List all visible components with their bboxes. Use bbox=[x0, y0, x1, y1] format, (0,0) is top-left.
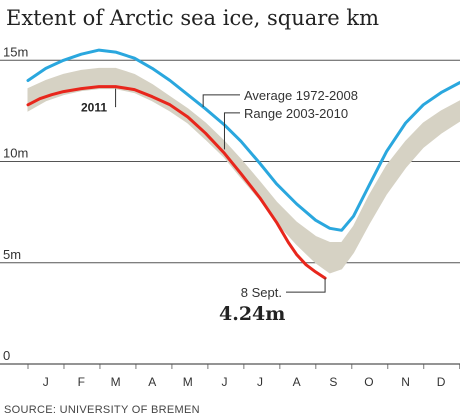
y-tick-labels: 15m 10m 5m 0 bbox=[3, 44, 28, 363]
source-note: SOURCE: UNIVERSITY OF BREMEN bbox=[4, 404, 200, 416]
month-label: F bbox=[78, 375, 85, 389]
month-label: A bbox=[148, 375, 156, 389]
month-label: N bbox=[401, 375, 410, 389]
y-tick-label: 5m bbox=[3, 247, 21, 262]
y-tick-label: 10m bbox=[3, 146, 28, 161]
y-tick-label: 15m bbox=[3, 44, 28, 59]
lines-layer bbox=[26, 48, 460, 280]
annotation-leader-average bbox=[202, 94, 240, 107]
annotation-leader-2011 bbox=[115, 88, 117, 108]
annotation-average: Average 1972-2008 bbox=[244, 88, 358, 103]
month-label: M bbox=[183, 375, 193, 389]
annotation-leader-minimum bbox=[286, 278, 326, 293]
annotation-2011: 2011 bbox=[81, 101, 107, 115]
annotation-date: 8 Sept. bbox=[241, 285, 282, 300]
month-label: M bbox=[111, 375, 121, 389]
annotation-minimum-value: 4.24m bbox=[219, 303, 285, 325]
annotations: Average 1972-2008 Range 2003-2010 2011 8 Se… bbox=[81, 88, 358, 325]
month-label: J bbox=[257, 375, 263, 389]
month-label: S bbox=[329, 375, 337, 389]
y-tick-label: 0 bbox=[3, 348, 10, 363]
series-line-2011 bbox=[26, 85, 327, 280]
annotation-leader-range bbox=[223, 112, 240, 150]
range-layer bbox=[27, 67, 460, 274]
annotation-range: Range 2003-2010 bbox=[244, 106, 348, 121]
month-label: J bbox=[43, 375, 49, 389]
month-label: J bbox=[221, 375, 227, 389]
month-label: D bbox=[437, 375, 446, 389]
chart-title: Extent of Arctic sea ice, square km bbox=[6, 6, 379, 30]
range-band-2003-2010 bbox=[27, 67, 460, 274]
grid-lines bbox=[0, 59, 460, 365]
month-label: O bbox=[364, 375, 373, 389]
month-label: A bbox=[293, 375, 301, 389]
series-line-average-1972-2008 bbox=[26, 48, 460, 232]
